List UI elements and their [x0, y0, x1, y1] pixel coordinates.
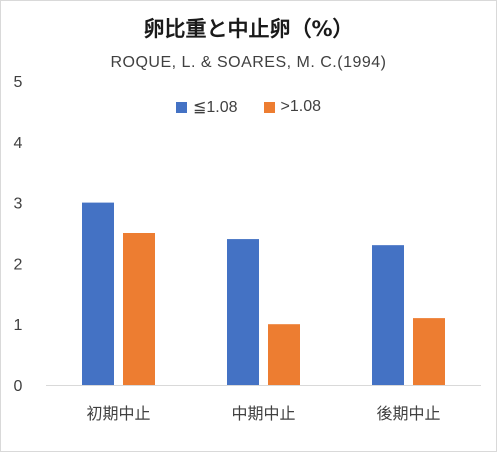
bar-series-2-category-3	[413, 318, 445, 385]
bar-series-1-category-3	[372, 245, 404, 385]
y-tick-label: 0	[14, 378, 23, 395]
legend-label-series-2: >1.08	[280, 98, 322, 115]
legend-swatch-series-2	[263, 101, 275, 113]
chart-legend: ≦1.08 >1.08	[1, 97, 496, 117]
bar-series-2-category-1	[123, 233, 155, 385]
y-tick-label: 3	[14, 196, 23, 213]
legend-item-series-1: ≦1.08	[175, 97, 238, 117]
chart-subtitle: ROQUE, L. & SOARES, M. C.(1994)	[110, 54, 387, 71]
bar-series-1-category-1	[82, 202, 114, 385]
chart-title: 卵比重と中止卵（%）	[143, 17, 354, 41]
x-category-label: 初期中止	[86, 404, 150, 423]
y-tick-label: 4	[14, 135, 23, 152]
legend-swatch-series-1	[175, 101, 187, 113]
y-tick-label: 1	[14, 317, 23, 334]
legend-item-series-2: >1.08	[263, 97, 322, 117]
bar-series-1-category-2	[227, 239, 259, 385]
x-category-label: 後期中止	[376, 404, 440, 423]
bar-series-2-category-2	[268, 324, 300, 385]
y-tick-label: 2	[14, 256, 23, 273]
x-category-label: 中期中止	[231, 404, 295, 423]
y-tick-label: 5	[14, 74, 23, 91]
legend-label-series-1: ≦1.08	[192, 99, 238, 116]
